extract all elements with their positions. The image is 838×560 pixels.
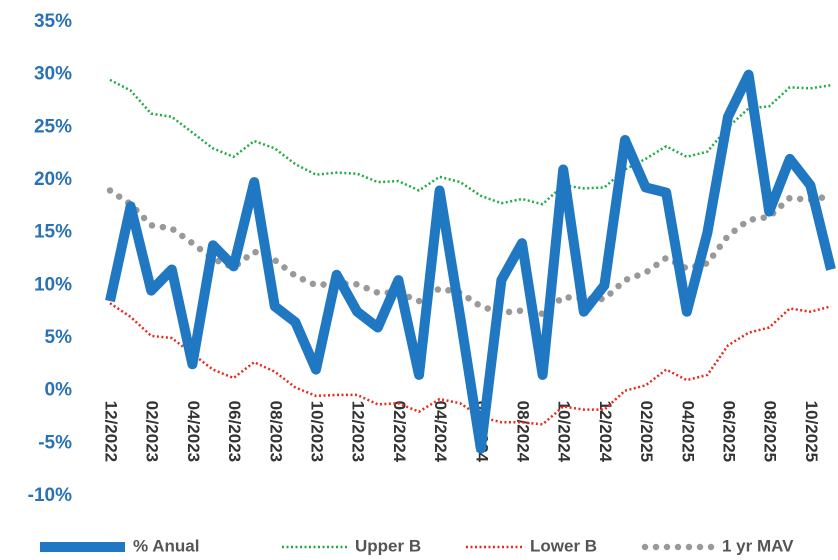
x-tick-label: 06/2025 bbox=[720, 401, 739, 462]
x-tick-label: 08/2025 bbox=[761, 401, 780, 462]
x-tick-label: 02/2024 bbox=[390, 401, 409, 463]
x-tick-label: 10/2023 bbox=[308, 401, 327, 462]
y-tick-label: 0% bbox=[45, 380, 73, 401]
series-line bbox=[109, 78, 832, 206]
y-tick-label: 35% bbox=[34, 11, 72, 32]
x-tick-label: 02/2025 bbox=[637, 401, 656, 462]
y-tick-label: -5% bbox=[38, 432, 72, 453]
x-tick-label: 06/2023 bbox=[225, 401, 244, 462]
x-tick-label: 08/2024 bbox=[514, 401, 533, 463]
y-tick-label: 30% bbox=[34, 64, 72, 85]
x-tick-label: 12/2024 bbox=[596, 401, 615, 463]
y-tick-label: 10% bbox=[34, 274, 72, 295]
x-tick-label: 12/2022 bbox=[102, 401, 121, 462]
y-tick-label: 5% bbox=[45, 327, 73, 348]
x-tick-label: 04/2025 bbox=[678, 401, 697, 462]
legend-label: Upper B bbox=[355, 536, 421, 555]
x-tick-label: 08/2023 bbox=[266, 401, 285, 462]
legend-label: Lower B bbox=[530, 536, 597, 555]
x-tick-label: 10/2024 bbox=[555, 401, 574, 463]
x-tick-label: 02/2023 bbox=[143, 401, 162, 462]
series-line bbox=[105, 69, 836, 454]
y-tick-label: 15% bbox=[34, 222, 72, 243]
y-tick-label: -10% bbox=[28, 485, 72, 506]
x-tick-label: 04/2023 bbox=[184, 401, 203, 462]
legend-label: 1 yr MAV bbox=[722, 536, 794, 555]
x-tick-label: 10/2025 bbox=[802, 401, 821, 462]
x-tick-label: 04/2024 bbox=[431, 401, 450, 463]
x-tick-label: 12/2023 bbox=[349, 401, 368, 462]
legend-label: % Anual bbox=[133, 536, 199, 555]
y-tick-label: 20% bbox=[34, 169, 72, 190]
y-tick-label: 25% bbox=[34, 116, 72, 137]
